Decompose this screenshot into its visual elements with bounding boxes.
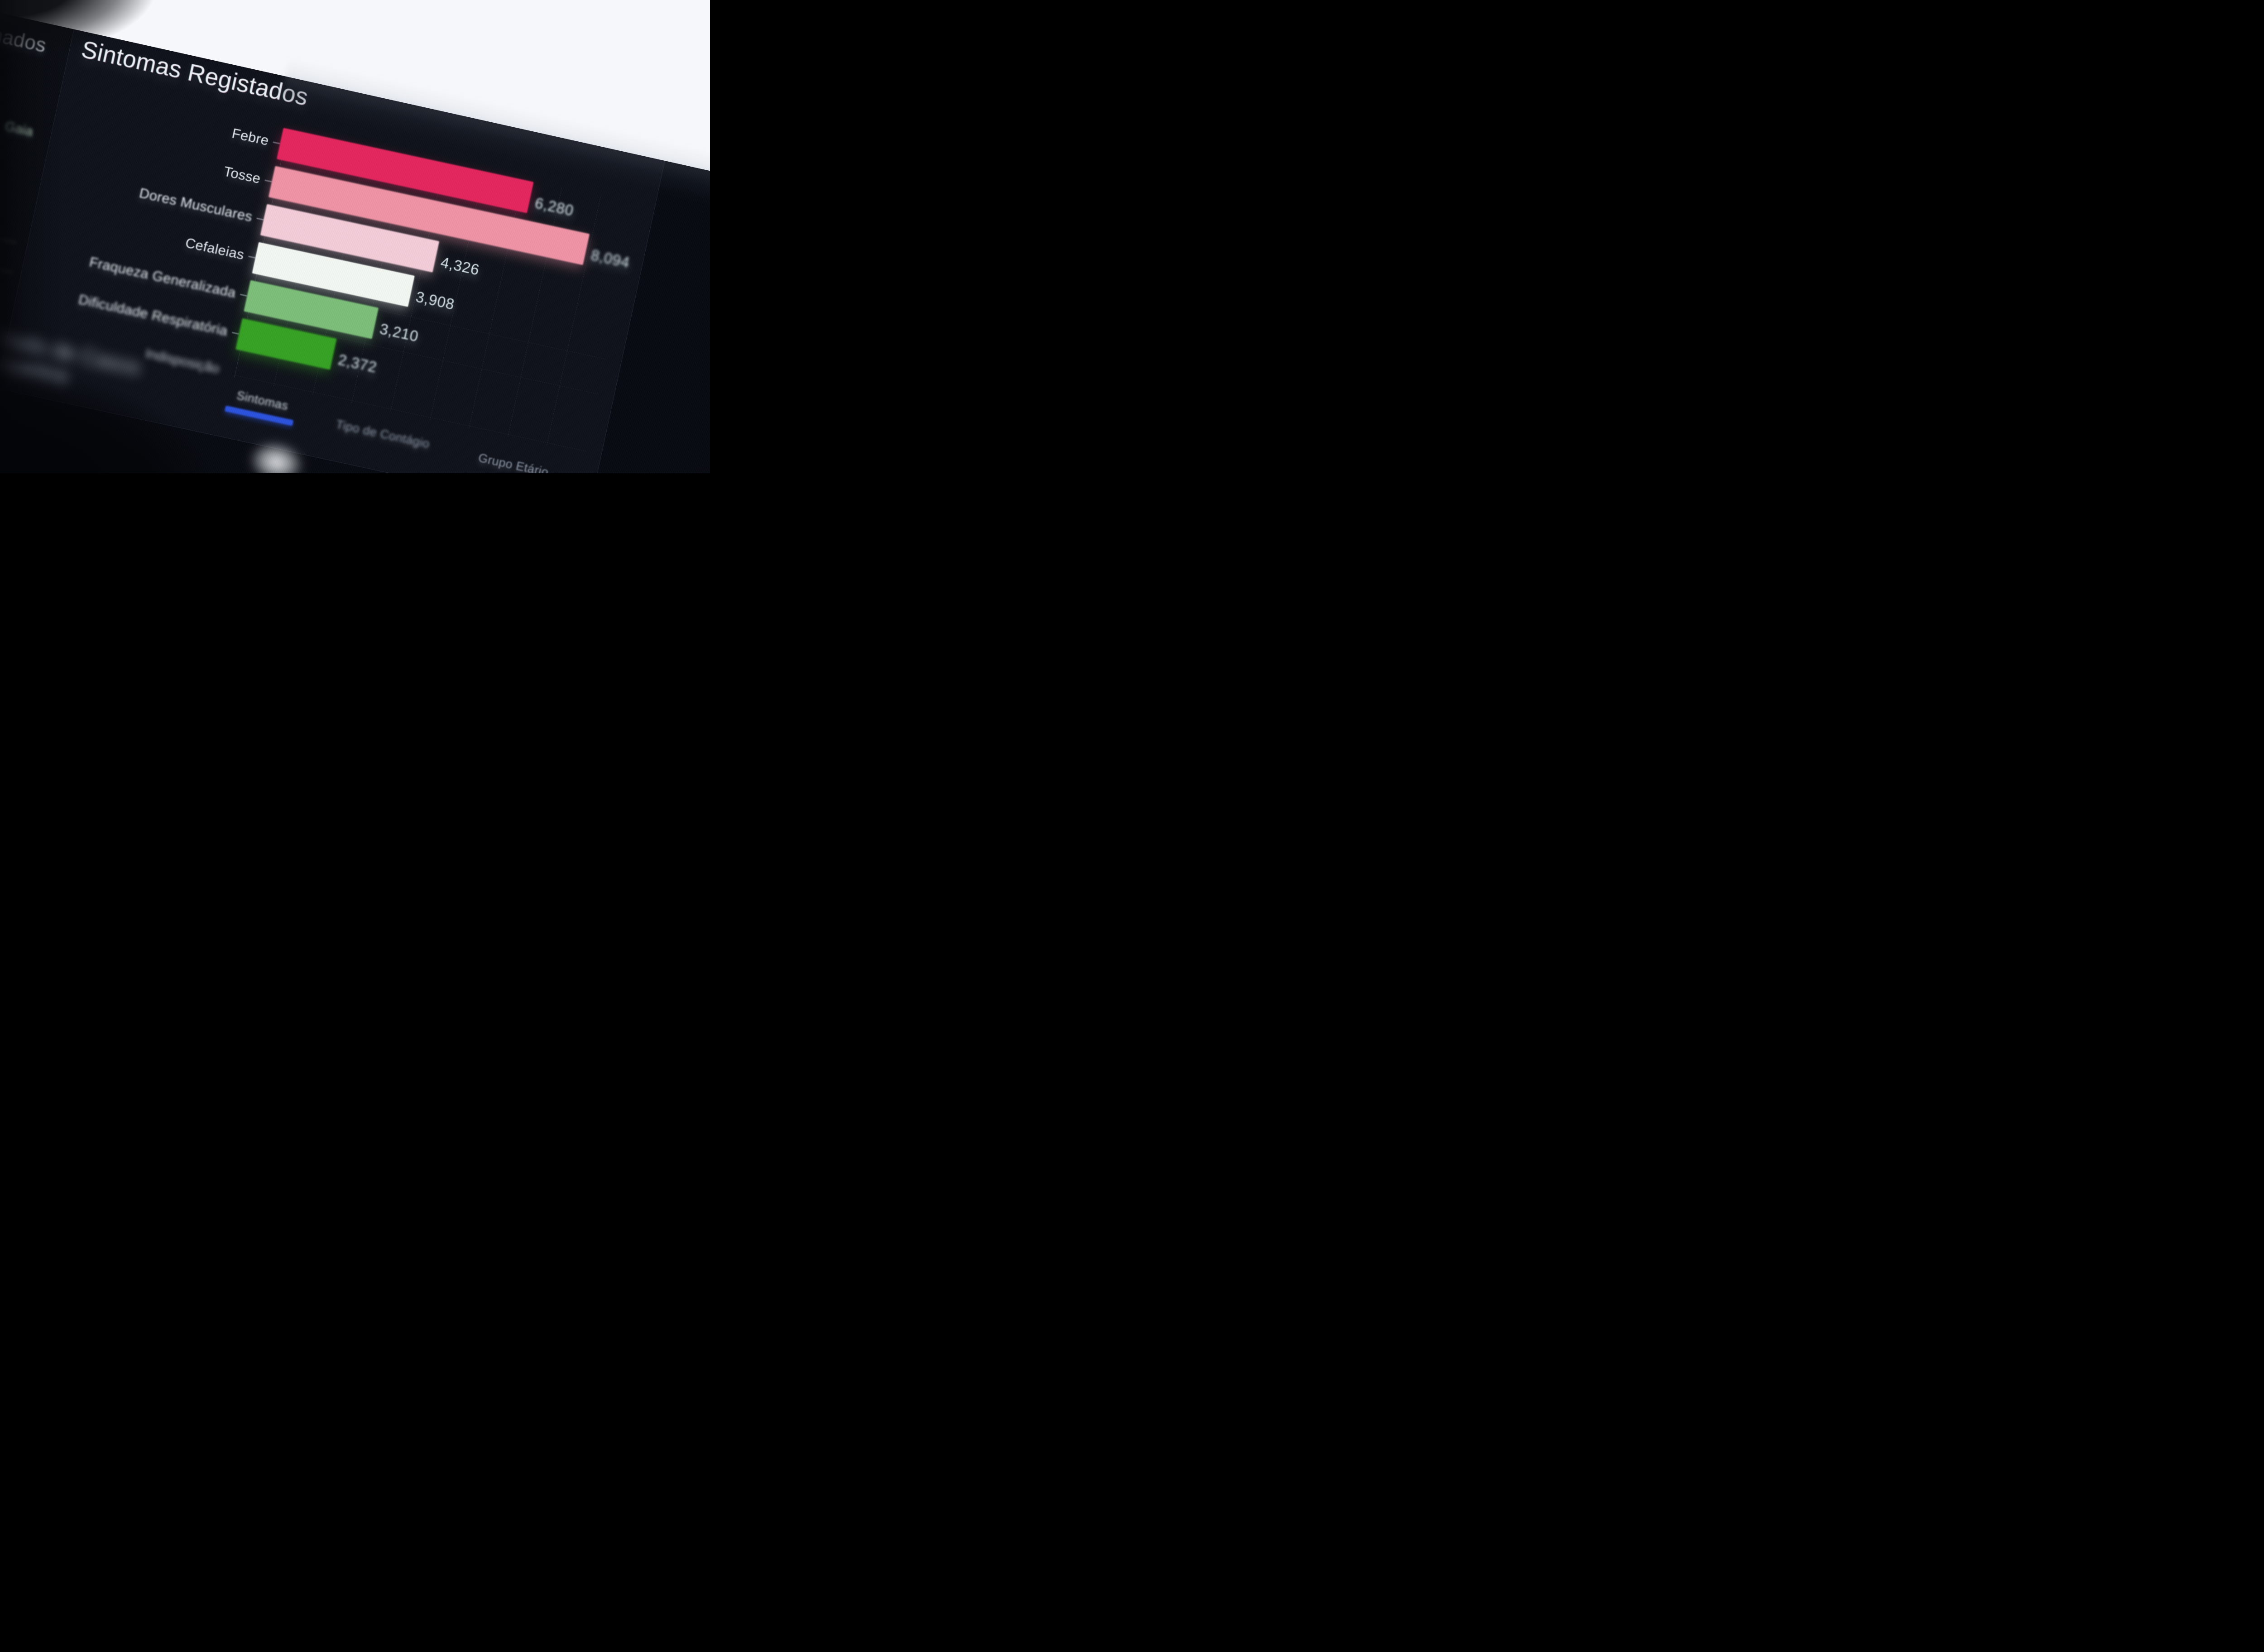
- tab-label: Tipo de Contágio: [335, 417, 431, 451]
- photo-of-dashboard-screen: mados Gaia ····· ···· Sintomas Registados …: [0, 0, 710, 473]
- axis-tick: [248, 255, 256, 259]
- axis-tick: [273, 141, 281, 144]
- value-label: 4,326: [439, 254, 481, 279]
- tab-tipo-de-contagio[interactable]: Tipo de Contágio: [335, 417, 431, 451]
- sidebar-item[interactable]: ·····: [0, 231, 18, 249]
- value-label: 2,372: [336, 351, 379, 376]
- sidebar-item[interactable]: ····: [0, 261, 14, 279]
- dashboard-screen: mados Gaia ····· ···· Sintomas Registados …: [0, 0, 710, 473]
- value-label: 6,280: [533, 194, 576, 219]
- axis-tick: [231, 331, 240, 335]
- sidebar-item-list: Gaia ····· ····: [0, 0, 74, 278]
- value-label: 3,908: [414, 288, 456, 313]
- value-label: 8,094: [589, 246, 632, 271]
- chart-panel: Sintomas Registados Febre 6,280 Tosse 8,094…: [0, 29, 666, 473]
- axis-tick: [256, 217, 264, 221]
- sidebar-header-fragment: mados: [0, 22, 48, 57]
- tab-sintomas[interactable]: Sintomas: [225, 389, 294, 426]
- tab-label: Grupo Etário: [477, 451, 550, 473]
- value-label: 3,210: [378, 320, 420, 345]
- sidebar-item[interactable]: Gaia: [3, 118, 35, 139]
- tab-grupo-etario[interactable]: Grupo Etário: [477, 451, 550, 473]
- axis-tick: [240, 293, 248, 297]
- axis-tick: [264, 179, 272, 182]
- bar-chart: Febre 6,280 Tosse 8,094 Dores Musculares 4,32…: [74, 29, 666, 375]
